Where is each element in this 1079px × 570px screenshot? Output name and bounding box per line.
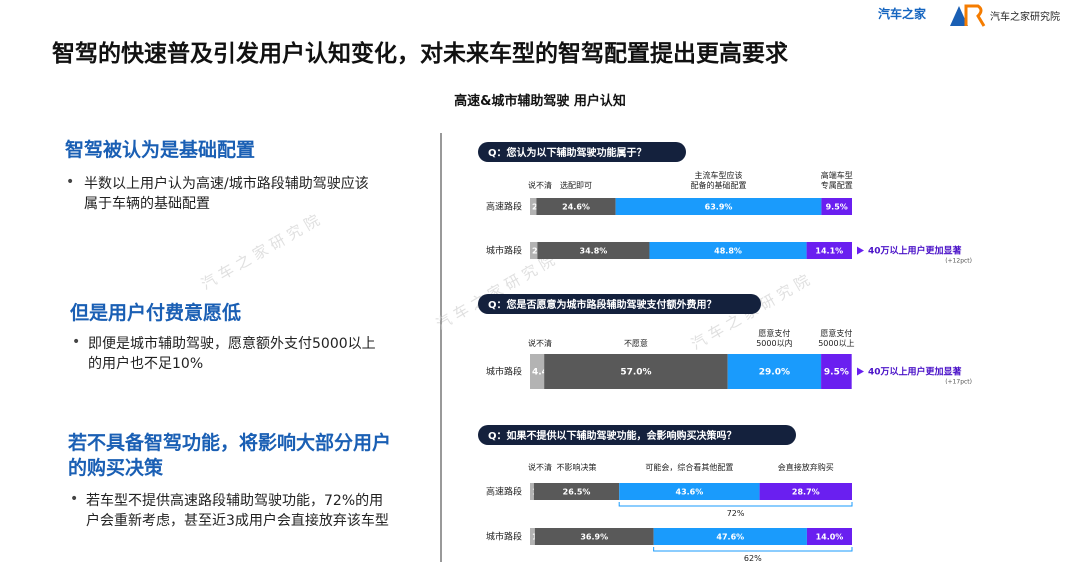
bar-segment — [530, 483, 534, 500]
value-label: 57.0% — [620, 368, 651, 378]
question-pill — [478, 142, 686, 162]
bar-segment — [653, 528, 807, 545]
bar-segment — [806, 242, 852, 259]
value-label: 9.5% — [824, 368, 849, 378]
bar-segment — [821, 354, 852, 389]
value-label: 36.9% — [580, 533, 608, 542]
value-label: 43.6% — [676, 488, 704, 497]
annotation-text: 40万以上用户更加显著 — [868, 245, 962, 257]
legend-label: 主流车型应该配备的基础配置 — [691, 170, 747, 190]
bar-segment — [537, 242, 650, 259]
legend-label: 愿意支付 5000以内 — [756, 328, 792, 348]
bullet-text: 若车型不提供高速路段辅助驾驶功能，72%的用户会重新考虑，甚至近3成用户会直接放… — [86, 493, 389, 529]
bar-segment — [544, 354, 728, 389]
bar-segment — [727, 354, 822, 389]
bullet-dot: • — [66, 174, 75, 190]
value-label: 14.0% — [816, 533, 844, 542]
bar-segment — [806, 528, 852, 545]
value-label: 34.8% — [580, 247, 608, 256]
value-label: 47.6% — [716, 533, 744, 542]
annotation-arrow — [857, 367, 864, 376]
legend-label: 选配即可 — [560, 180, 592, 190]
legend-label: 说不清 — [528, 462, 552, 472]
value-label: 26.5% — [563, 488, 591, 497]
annotation-note: (+17pct) — [945, 379, 972, 386]
category-label: 城市路段 — [486, 366, 522, 378]
bar-segment — [615, 198, 822, 215]
bar-segment — [530, 354, 545, 389]
bracket — [653, 547, 853, 552]
bar-segment — [534, 528, 654, 545]
bar-segment — [533, 483, 620, 500]
chart-title: Q：如果不提供以下辅助驾驶功能，会影响购买决策吗？ — [488, 429, 737, 442]
category-label: 高速路段 — [486, 201, 522, 213]
logo-institute: 汽车之家研究院 — [990, 10, 1060, 23]
bar-segment — [530, 528, 535, 545]
section-heading: 但是用户付费意愿低 — [70, 302, 242, 324]
chart-title: Q：您是否愿意为城市路段辅助驾驶支付额外费用？ — [488, 298, 717, 311]
bar-segment — [649, 242, 807, 259]
bar-segment — [759, 483, 852, 500]
bullet-text: 半数以上用户认为高速/城市路段辅助驾驶应该属于车辆的基础配置 — [84, 176, 369, 212]
watermark: 汽 车 之 家 研 究 院 — [198, 211, 323, 293]
value-label: 28.7% — [792, 488, 820, 497]
logo-brand: 汽车之家 — [878, 6, 927, 21]
value-label: 48.8% — [714, 247, 742, 256]
bracket — [618, 502, 853, 507]
legend-label: 不影响决策 — [557, 462, 597, 472]
bullet-dot: • — [70, 491, 79, 507]
bullet-text: 即便是城市辅助驾驶，愿意额外支付5000以上的用户也不足10% — [88, 336, 376, 372]
bracket-label: 72% — [727, 509, 745, 518]
bar-segment — [530, 242, 538, 259]
section-heading: 若不具备智驾功能，将影响大部分用户的购买决策 — [68, 432, 392, 479]
value-label: 63.9% — [705, 203, 733, 212]
value-label: 14.1% — [815, 247, 843, 256]
watermark: 汽 车 之 家 研 究 院 — [433, 251, 558, 333]
question-pill — [478, 294, 761, 314]
category-label: 高速路段 — [486, 486, 522, 498]
annotation-note: (+12pct) — [945, 258, 972, 265]
value-label: 9.5% — [826, 203, 848, 212]
legend-label: 可能会，综合看其他配置 — [645, 462, 733, 472]
category-label: 城市路段 — [486, 531, 522, 543]
bracket-label: 62% — [744, 554, 762, 563]
legend-label: 愿意支付 5000以上 — [818, 328, 854, 348]
chart-title: Q：您认为以下辅助驾驶功能属于？ — [488, 146, 647, 159]
question-pill — [478, 425, 796, 445]
annotation-arrow — [857, 246, 864, 255]
bullet-dot: • — [72, 334, 81, 350]
bar-segment — [530, 198, 537, 215]
legend-label: 高端车型专属配置 — [821, 170, 853, 190]
subtitle: 高速&城市辅助驾驶 用户认知 — [454, 93, 626, 109]
legend-label: 会直接放弃购买 — [778, 462, 834, 472]
value-label: 29.0% — [759, 368, 790, 378]
legend-label: 说不清 — [528, 180, 552, 190]
section-heading: 智驾被认为是基础配置 — [65, 139, 256, 161]
bar-segment — [536, 198, 616, 215]
legend-label: 说不清 — [528, 338, 552, 348]
legend-label: 不愿意 — [624, 338, 648, 348]
annotation-text: 40万以上用户更加显著 — [868, 366, 962, 378]
slide-title: 智驾的快速普及引发用户认知变化，对未来车型的智驾配置提出更高要求 — [52, 41, 788, 67]
logo-icon — [950, 4, 986, 27]
value-label: 24.6% — [562, 203, 590, 212]
bar-segment — [619, 483, 760, 500]
category-label: 城市路段 — [486, 245, 522, 257]
bar-segment — [821, 198, 852, 215]
